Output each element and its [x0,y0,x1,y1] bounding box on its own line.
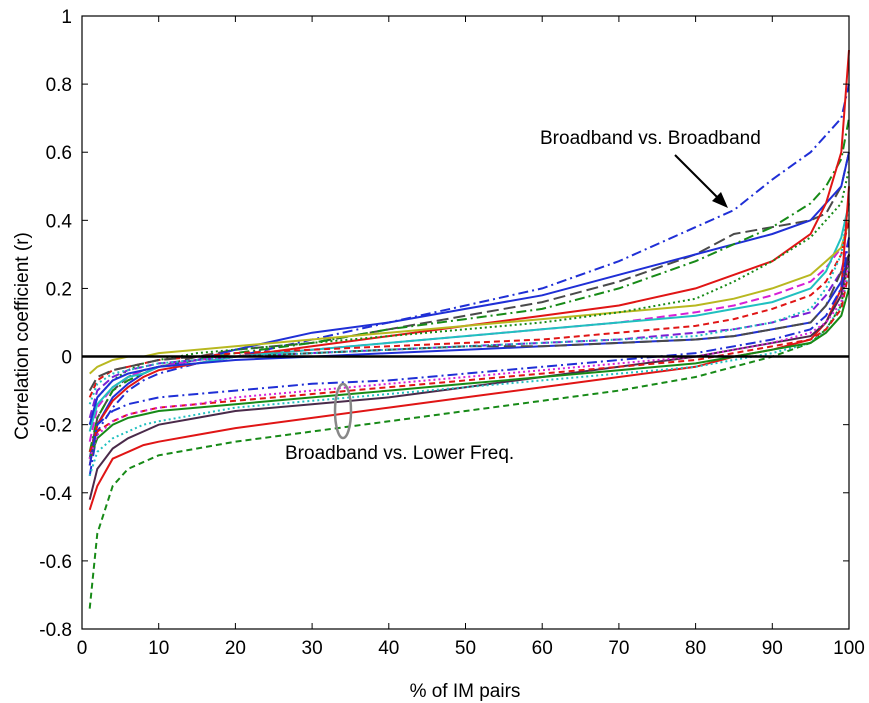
series-line [88,237,850,419]
series-line [88,151,850,459]
y-tick-label: -0.4 [39,484,72,505]
series-line [88,254,850,609]
series-line [88,203,850,405]
x-axis-label: % of IM pairs [410,681,521,702]
x-tick-label: 70 [608,638,629,659]
annotation-arrowhead [712,192,728,208]
series-line [88,50,850,466]
y-tick-label: 0.6 [46,143,72,164]
annotation-broadband-vs-broadband: Broadband vs. Broadband [540,128,761,149]
y-tick-label: 1 [61,7,72,28]
x-tick-label: 90 [762,638,783,659]
x-tick-label: 50 [455,638,476,659]
y-tick-label: 0.2 [46,279,72,300]
x-tick-label: 40 [378,638,399,659]
x-tick-label: 60 [532,638,553,659]
series-line [88,220,850,442]
x-tick-label: 10 [148,638,169,659]
annotation-ellipse [333,382,353,440]
x-tick-label: 20 [225,638,246,659]
x-tick-label: 30 [302,638,323,659]
series-line [88,288,850,460]
series-line [88,254,850,425]
y-axis-label: Correlation coefficient (r) [12,232,33,440]
plot-frame [81,15,850,630]
series-line [88,237,850,466]
y-tick-label: 0.4 [46,211,73,232]
x-tick-label: 80 [685,638,706,659]
series-line [88,220,850,398]
annotation-broadband-vs-lower-freq: Broadband vs. Lower Freq. [285,443,514,464]
x-tick-label: 0 [77,638,88,659]
series-line [88,83,850,476]
y-tick-label: 0 [61,348,72,369]
series-line [88,118,850,453]
y-tick-label: -0.2 [39,416,72,437]
y-tick-label: 0.8 [46,75,72,96]
y-tick-label: -0.6 [39,552,72,573]
annotation-arrow-line [674,154,721,201]
series-line [88,203,850,432]
tick-layer [81,15,850,630]
x-tick-label: 100 [833,638,865,659]
y-tick-labels: -0.8 -0.6 -0.4 -0.2 0 0.2 0.4 0.6 0.8 1 [39,7,72,641]
y-tick-label: -0.8 [39,620,72,641]
series-line [88,186,850,511]
x-tick-labels: 0 10 20 30 40 50 60 70 80 90 100 [77,638,865,659]
series-line [88,254,850,500]
series-line [88,169,850,425]
